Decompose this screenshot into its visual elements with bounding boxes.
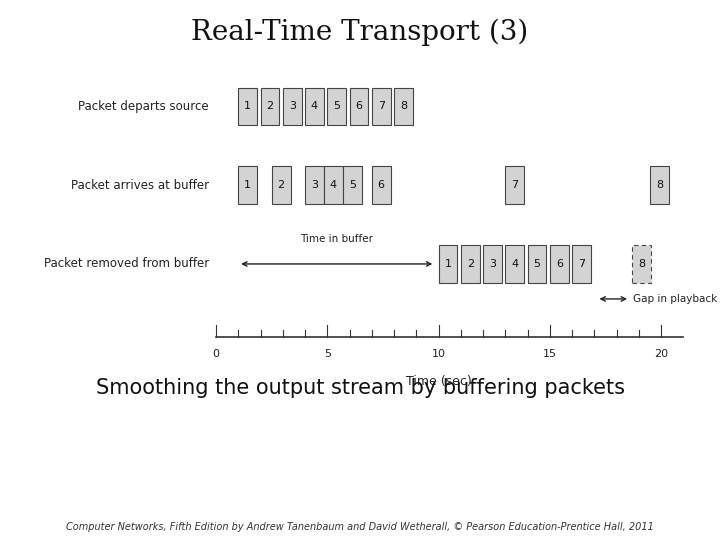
Text: 8: 8 [400, 102, 407, 111]
FancyBboxPatch shape [305, 166, 324, 204]
Text: 7: 7 [578, 259, 585, 269]
FancyBboxPatch shape [394, 87, 413, 125]
FancyBboxPatch shape [238, 166, 257, 204]
FancyBboxPatch shape [632, 245, 651, 283]
Text: 4: 4 [311, 102, 318, 111]
Text: 4: 4 [330, 180, 337, 190]
FancyBboxPatch shape [505, 245, 524, 283]
Text: 10: 10 [431, 348, 446, 359]
FancyBboxPatch shape [483, 245, 502, 283]
FancyBboxPatch shape [283, 87, 302, 125]
Text: 5: 5 [324, 348, 330, 359]
Text: Packet arrives at buffer: Packet arrives at buffer [71, 179, 209, 192]
Text: 1: 1 [444, 259, 451, 269]
Text: 8: 8 [656, 180, 663, 190]
Text: 0: 0 [212, 348, 220, 359]
FancyBboxPatch shape [372, 87, 391, 125]
FancyBboxPatch shape [305, 87, 324, 125]
Text: 6: 6 [556, 259, 563, 269]
Text: 1: 1 [244, 102, 251, 111]
Text: 2: 2 [277, 180, 284, 190]
Text: Packet departs source: Packet departs source [78, 100, 209, 113]
FancyBboxPatch shape [271, 166, 291, 204]
Text: 5: 5 [348, 180, 356, 190]
Text: 15: 15 [543, 348, 557, 359]
FancyBboxPatch shape [505, 166, 524, 204]
Text: 5: 5 [333, 102, 341, 111]
Text: 3: 3 [289, 102, 296, 111]
FancyBboxPatch shape [324, 166, 343, 204]
FancyBboxPatch shape [572, 245, 591, 283]
FancyBboxPatch shape [461, 245, 480, 283]
Text: 7: 7 [511, 180, 518, 190]
Text: 2: 2 [467, 259, 474, 269]
Text: Computer Networks, Fifth Edition by Andrew Tanenbaum and David Wetherall, © Pear: Computer Networks, Fifth Edition by Andr… [66, 522, 654, 532]
FancyBboxPatch shape [528, 245, 546, 283]
Text: Time in buffer: Time in buffer [300, 233, 373, 244]
Text: 1: 1 [244, 180, 251, 190]
FancyBboxPatch shape [650, 166, 669, 204]
Text: 8: 8 [638, 259, 645, 269]
FancyBboxPatch shape [238, 87, 257, 125]
FancyBboxPatch shape [438, 245, 457, 283]
Text: 20: 20 [654, 348, 668, 359]
Text: 3: 3 [311, 180, 318, 190]
FancyBboxPatch shape [550, 245, 569, 283]
Text: 6: 6 [356, 102, 362, 111]
FancyBboxPatch shape [328, 87, 346, 125]
Text: Packet removed from buffer: Packet removed from buffer [43, 258, 209, 271]
Text: 2: 2 [266, 102, 274, 111]
Text: 5: 5 [534, 259, 541, 269]
Text: Real-Time Transport (3): Real-Time Transport (3) [192, 19, 528, 46]
Text: 3: 3 [489, 259, 496, 269]
FancyBboxPatch shape [349, 87, 369, 125]
Text: Smoothing the output stream by buffering packets: Smoothing the output stream by buffering… [96, 378, 624, 398]
Text: 6: 6 [378, 180, 384, 190]
Text: 4: 4 [511, 259, 518, 269]
FancyBboxPatch shape [261, 87, 279, 125]
Text: Time (sec): Time (sec) [405, 375, 472, 388]
FancyBboxPatch shape [343, 166, 361, 204]
Text: 7: 7 [378, 102, 384, 111]
Text: Gap in playback: Gap in playback [634, 294, 718, 304]
FancyBboxPatch shape [372, 166, 391, 204]
